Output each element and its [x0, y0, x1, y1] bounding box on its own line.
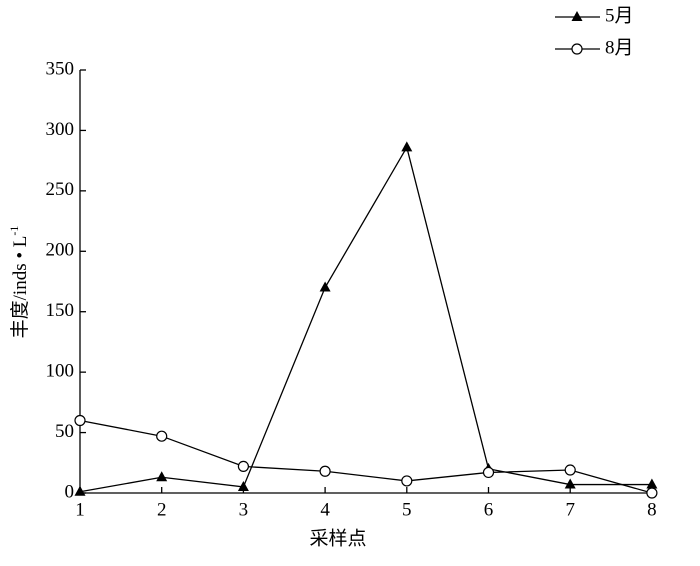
marker	[156, 430, 168, 442]
y-tick-label: 100	[46, 361, 75, 382]
x-tick-label: 6	[484, 499, 494, 520]
x-tick-label: 4	[320, 499, 330, 520]
y-tick-label: 200	[46, 240, 75, 261]
marker	[319, 281, 331, 292]
series-line	[79, 145, 652, 493]
marker	[156, 471, 168, 482]
marker	[401, 475, 413, 487]
x-tick-label: 8	[647, 499, 657, 520]
y-axis-label: 丰度/inds • L-1	[7, 226, 32, 339]
legend-label: 5月	[605, 5, 634, 26]
marker	[564, 478, 576, 489]
marker	[74, 485, 86, 496]
x-tick-label: 1	[75, 499, 85, 520]
marker	[401, 141, 413, 152]
marker	[74, 414, 86, 427]
x-tick-label: 2	[157, 499, 167, 520]
marker	[482, 466, 495, 479]
marker	[319, 465, 331, 477]
legend-label: 8月	[605, 37, 634, 58]
y-tick-label: 350	[46, 58, 75, 79]
y-tick-label: 150	[46, 300, 75, 321]
marker	[646, 478, 658, 489]
y-label-main: 丰度/inds • L	[9, 236, 31, 339]
series-line	[79, 419, 653, 494]
legend-marker	[571, 11, 583, 21]
x-tick-label: 3	[239, 499, 249, 520]
x-axis-label: 采样点	[309, 527, 366, 549]
marker	[646, 487, 658, 499]
marker	[237, 480, 249, 491]
marker	[237, 460, 249, 473]
x-tick-label: 5	[402, 499, 412, 520]
y-tick-label: 50	[55, 421, 74, 442]
y-label-sup: -1	[7, 226, 21, 236]
y-tick-label: 250	[46, 179, 75, 200]
x-tick-label: 7	[565, 499, 575, 520]
marker	[564, 464, 576, 476]
y-tick-label: 300	[46, 119, 75, 140]
y-tick-label: 0	[65, 481, 75, 502]
legend-marker	[571, 43, 583, 55]
